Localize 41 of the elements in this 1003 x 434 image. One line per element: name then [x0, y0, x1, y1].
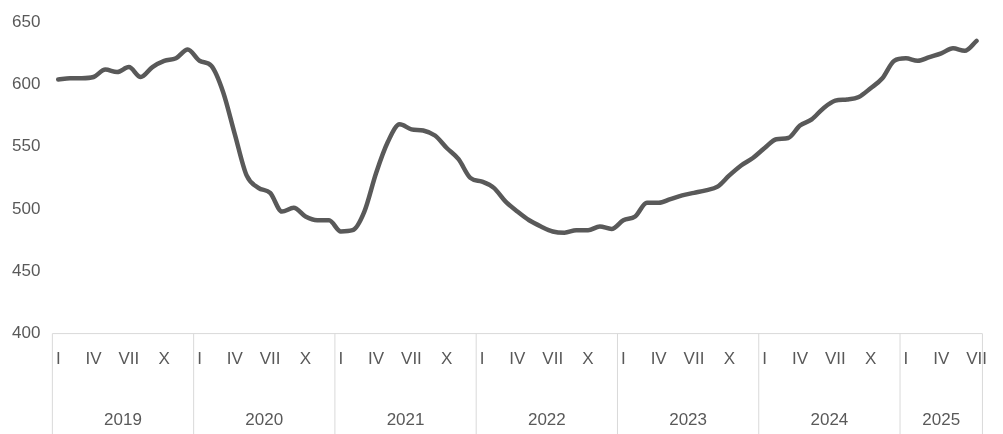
x-tick-label: X	[299, 349, 312, 369]
x-tick-label: X	[582, 349, 594, 369]
text: 2024	[810, 409, 849, 429]
text: 2025	[922, 409, 961, 429]
y-tick-label: 450	[11, 261, 41, 281]
x-tick-label: IV	[226, 349, 244, 369]
x-tick-label: VII	[824, 349, 846, 369]
x-tick-label: VII	[118, 349, 140, 369]
x-tick-label: I	[197, 349, 202, 369]
line-series	[56, 38, 979, 235]
x-tick-label: IV	[650, 349, 668, 369]
x-tick-label: VII	[683, 349, 705, 369]
x-tick-label: X	[864, 349, 877, 369]
y-tick-label: 500	[11, 198, 41, 218]
text: 2021	[386, 409, 425, 429]
text: 2023	[669, 409, 708, 429]
y-tick-label: 600	[11, 74, 41, 94]
x-tick-label: VII	[542, 349, 564, 369]
x-tick-label: IV	[368, 349, 385, 369]
x-tick-label: I	[479, 349, 485, 369]
x-tick-label: I	[620, 349, 626, 369]
x-tick-label: I	[762, 349, 768, 369]
x-tick-label: I	[338, 349, 344, 369]
text: 2020	[245, 409, 284, 429]
x-tick-label: VII	[966, 349, 987, 369]
x-tick-label: I	[55, 349, 61, 369]
text: 2019	[104, 409, 142, 429]
x-tick-label: IV	[85, 349, 103, 369]
y-tick-label: 650	[11, 11, 41, 31]
text: 2022	[527, 409, 566, 429]
x-tick-label: VII	[259, 349, 281, 369]
x-tick-label: X	[158, 349, 170, 369]
x-tick-label: IV	[933, 349, 950, 369]
y-tick-label: 400	[11, 323, 41, 343]
x-tick-label: IV	[509, 349, 527, 369]
x-tick-label: IV	[791, 349, 809, 369]
x-tick-label: X	[441, 349, 453, 369]
x-tick-label: X	[723, 349, 735, 369]
x-tick-label: VII	[401, 349, 422, 369]
x-tick-label: I	[903, 349, 909, 369]
y-tick-label: 550	[11, 136, 41, 156]
